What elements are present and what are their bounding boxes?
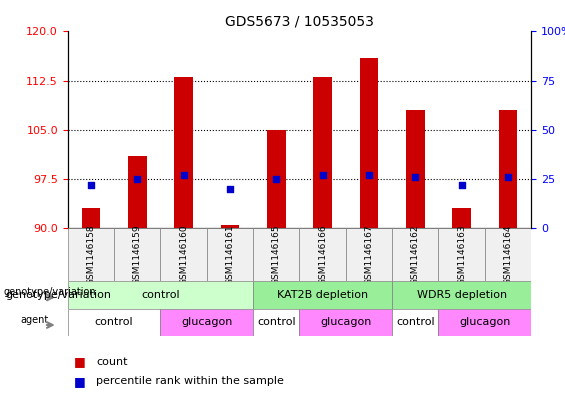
Point [272,176,281,182]
Text: KAT2B depletion: KAT2B depletion [277,290,368,300]
Text: GSM1146162: GSM1146162 [411,224,420,285]
Text: genotype/variation: genotype/variation [6,290,112,300]
FancyBboxPatch shape [68,309,160,336]
Bar [406,110,424,228]
Bar [360,58,378,228]
Point [457,182,466,188]
Text: control: control [95,317,133,327]
Text: GSM1146166: GSM1146166 [318,224,327,285]
FancyBboxPatch shape [68,281,253,309]
FancyBboxPatch shape [253,281,392,309]
Point [318,172,327,178]
Text: GSM1146159: GSM1146159 [133,224,142,285]
Text: GSM1146165: GSM1146165 [272,224,281,285]
FancyBboxPatch shape [485,228,531,281]
Text: glucagon: glucagon [181,317,232,327]
FancyBboxPatch shape [299,309,392,336]
FancyBboxPatch shape [160,228,207,281]
FancyBboxPatch shape [392,309,438,336]
Bar [221,225,239,228]
Point [86,182,95,188]
Text: GSM1146161: GSM1146161 [225,224,234,285]
Point [179,172,188,178]
FancyBboxPatch shape [207,228,253,281]
Text: WDR5 depletion: WDR5 depletion [416,290,507,300]
FancyBboxPatch shape [160,309,253,336]
Text: percentile rank within the sample: percentile rank within the sample [96,376,284,386]
Text: glucagon: glucagon [320,317,371,327]
FancyBboxPatch shape [438,309,531,336]
Text: GSM1146160: GSM1146160 [179,224,188,285]
Text: genotype/variation: genotype/variation [3,287,96,297]
FancyBboxPatch shape [299,228,346,281]
Bar [314,77,332,228]
FancyBboxPatch shape [438,228,485,281]
Text: control: control [141,290,180,300]
Title: GDS5673 / 10535053: GDS5673 / 10535053 [225,15,374,29]
FancyBboxPatch shape [253,309,299,336]
Point [133,176,142,182]
Text: count: count [96,356,128,367]
FancyBboxPatch shape [346,228,392,281]
Text: GSM1146167: GSM1146167 [364,224,373,285]
Text: glucagon: glucagon [459,317,510,327]
Text: GSM1146158: GSM1146158 [86,224,95,285]
Text: GSM1146163: GSM1146163 [457,224,466,285]
Point [411,174,420,180]
Bar [82,208,100,228]
Bar [128,156,146,228]
Bar [499,110,517,228]
Bar [453,208,471,228]
Point [364,172,373,178]
FancyBboxPatch shape [68,228,114,281]
Text: ■: ■ [73,375,85,388]
Text: control: control [257,317,295,327]
Text: GSM1146164: GSM1146164 [503,224,512,285]
FancyBboxPatch shape [114,228,160,281]
FancyBboxPatch shape [392,281,531,309]
Text: agent: agent [20,314,49,325]
FancyBboxPatch shape [253,228,299,281]
Point [225,185,234,192]
Bar [175,77,193,228]
FancyBboxPatch shape [392,228,438,281]
Text: control: control [396,317,434,327]
Bar [267,130,285,228]
Point [503,174,512,180]
Text: ■: ■ [73,355,85,368]
